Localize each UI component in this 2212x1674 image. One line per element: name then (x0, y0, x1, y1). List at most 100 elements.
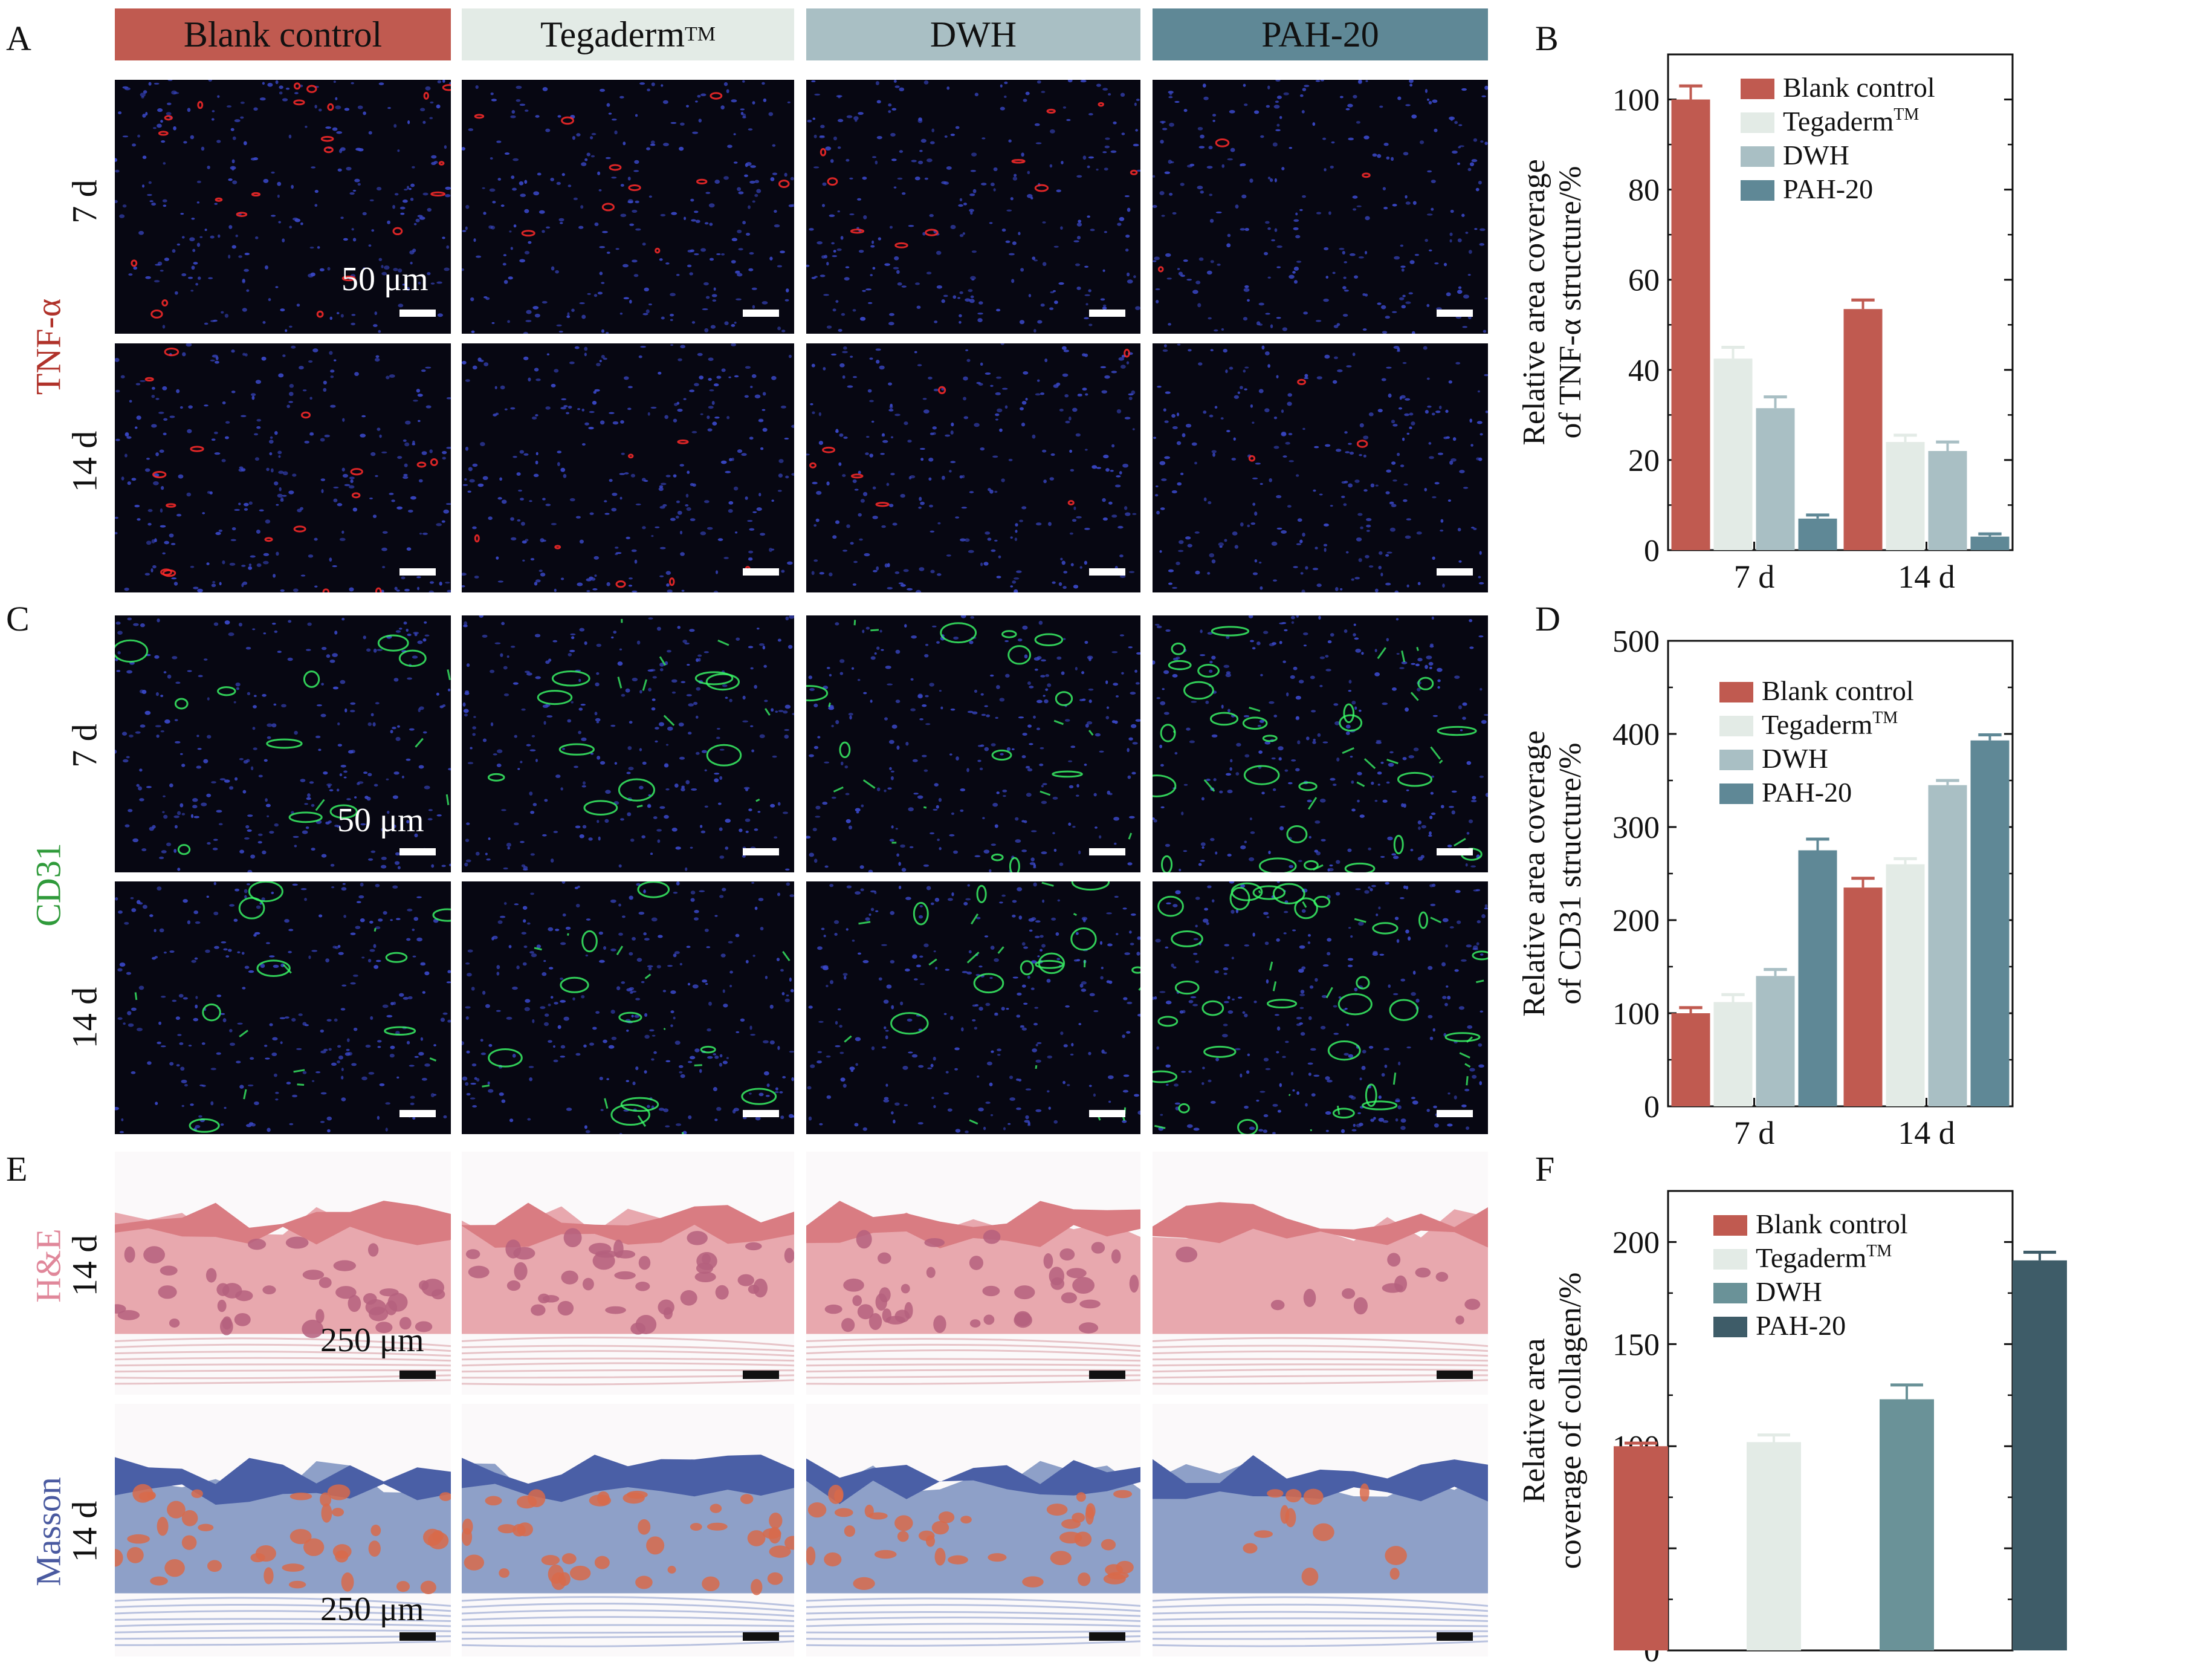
scale-label-cd31: 50 μm (337, 802, 424, 839)
bar-3-0 (1798, 850, 1837, 1106)
y-tick-label: 200 (1612, 904, 1660, 938)
bar-0-0 (1671, 1013, 1710, 1106)
legend-label-text: PAH-20 (1756, 1310, 1846, 1341)
bar-3-1 (1970, 740, 2010, 1106)
legend-label-0: Blank control (1783, 72, 1935, 103)
y-tick-label: 100 (1612, 997, 1660, 1031)
micrograph-masson-5-3 (1153, 1404, 1488, 1656)
micrograph-he-4-0 (115, 1152, 451, 1395)
y-tick-label: 100 (1612, 83, 1660, 118)
header-pah-20: PAH-20 (1153, 8, 1488, 60)
legend-label-sup: TM (1866, 1242, 1892, 1260)
bar-2-0 (1756, 408, 1795, 550)
micrograph-masson-5-2 (806, 1404, 1140, 1656)
bar-0-0 (1614, 1446, 1668, 1650)
legend-label-text: PAH-20 (1762, 777, 1852, 808)
row-label-masson-14d: 14 d (65, 1500, 105, 1563)
micrograph-cd31-3-0 (115, 881, 451, 1134)
y-axis-label-line2: coverage of collagen/% (1553, 1273, 1588, 1569)
y-axis-label: Relative areacoverage of collagen/% (1517, 1273, 1588, 1569)
panel-letter-b: B (1535, 19, 1559, 58)
micrograph-cd31-3-1 (462, 881, 794, 1134)
y-tick-label: 200 (1612, 1225, 1660, 1260)
header-blank-control: Blank control (115, 8, 451, 60)
bar-1-1 (1886, 442, 1925, 550)
micrograph-cd31-2-2 (806, 615, 1140, 872)
micrograph-he-4-1 (462, 1152, 794, 1395)
micrograph-cd31-2-0 (115, 615, 451, 872)
bar-3-0 (1798, 518, 1837, 550)
micrograph-he-4-2 (806, 1152, 1140, 1395)
chart-f-collagen: 050100150200Relative areacoverage of col… (1517, 1190, 2067, 1669)
micrograph-tnf-0-3 (1153, 80, 1488, 334)
header-tegaderm: Tegaderm TM (462, 8, 794, 60)
y-tick-label: 300 (1612, 811, 1660, 845)
legend-label-3: PAH-20 (1783, 174, 1873, 204)
y-tick-label: 150 (1612, 1328, 1660, 1362)
bar-1-0 (1713, 358, 1753, 550)
y-tick-label: 0 (1644, 534, 1660, 568)
bar-2-0 (1880, 1399, 1934, 1650)
y-axis-label-line1: Relative area coverage (1517, 730, 1551, 1016)
bar-0-1 (1843, 309, 1883, 550)
legend-label-text: DWH (1762, 743, 1828, 774)
y-axis-label: Relative area coverageof CD31 structure/… (1517, 730, 1588, 1016)
row-label-cd31-7d: 7 d (65, 724, 105, 768)
micrograph-masson-5-0 (115, 1404, 451, 1656)
scale-label-he: 250 μm (320, 1322, 424, 1359)
legend-label-0: Blank control (1756, 1208, 1908, 1239)
chart-d-cd31: 0 100 200 300 400 500 Relative area coverageof… (1517, 625, 2014, 1151)
micrograph-tnf-0-2 (806, 80, 1140, 334)
header-label: DWH (930, 14, 1017, 54)
row-label-tnf-7d: 7 d (65, 180, 105, 224)
header-label: PAH-20 (1261, 14, 1379, 54)
header-label: Tegaderm (540, 14, 685, 54)
micrograph-cd31-3-3 (1153, 881, 1488, 1134)
y-axis-label-line2: of TNF-α structure/% (1553, 166, 1588, 439)
legend-label-text: Tegaderm (1756, 1242, 1866, 1273)
legend-label-text: Blank control (1783, 72, 1935, 103)
legend-label-text: Tegaderm (1762, 709, 1872, 740)
plot-frame (1667, 53, 2014, 551)
chart-b-tnf-alpha: 0 20 40 60 80 100 Relative area coverageof TNF… (1517, 53, 2014, 595)
x-tick-label: 14 d (1898, 559, 1955, 595)
micrograph-tnf-1-1 (462, 343, 794, 592)
bar-2-0 (1756, 976, 1795, 1106)
micrograph-tnf-1-0 (115, 343, 451, 592)
legend-swatch-0 (1741, 79, 1774, 99)
legend-swatch-2 (1719, 750, 1753, 770)
legend-label-3: PAH-20 (1756, 1310, 1846, 1341)
header-label: Blank control (183, 14, 383, 54)
stain-label-tnf-alpha: TNF-α (28, 298, 68, 395)
legend-label-0: Blank control (1762, 675, 1914, 706)
micrograph-masson-5-1 (462, 1404, 794, 1656)
y-tick-label: 500 (1612, 625, 1660, 659)
legend-swatch-1 (1741, 112, 1774, 133)
bar-3-1 (1970, 536, 2010, 550)
y-axis-label-line1: Relative area coverage (1517, 159, 1551, 445)
panel-letter-a: A (6, 19, 31, 58)
legend-swatch-1 (1713, 1249, 1747, 1270)
legend-label-text: Tegaderm (1783, 106, 1893, 137)
y-axis-label-line1: Relative area (1517, 1338, 1551, 1504)
bar-1-1 (1886, 864, 1925, 1106)
legend-label-text: DWH (1756, 1276, 1822, 1307)
micrograph-cd31-3-2 (806, 881, 1140, 1134)
bar-2-1 (1928, 785, 1967, 1106)
legend-swatch-1 (1719, 716, 1753, 736)
y-tick-label: 400 (1612, 718, 1660, 752)
micrograph-tnf-1-3 (1153, 343, 1488, 592)
scale-label-masson: 250 μm (320, 1591, 424, 1628)
legend-swatch-3 (1741, 180, 1774, 201)
bar-1-0 (1713, 1002, 1753, 1106)
bar-0-0 (1671, 99, 1710, 550)
stain-label-he: H&E (28, 1228, 68, 1303)
x-tick-label: 7 d (1734, 559, 1775, 595)
legend-swatch-3 (1713, 1317, 1747, 1337)
panel-letter-d: D (1535, 599, 1560, 638)
legend-label-2: DWH (1762, 743, 1828, 774)
legend-swatch-3 (1719, 783, 1753, 804)
panel-letter-c: C (6, 599, 30, 638)
bar-3-0 (2013, 1260, 2067, 1650)
